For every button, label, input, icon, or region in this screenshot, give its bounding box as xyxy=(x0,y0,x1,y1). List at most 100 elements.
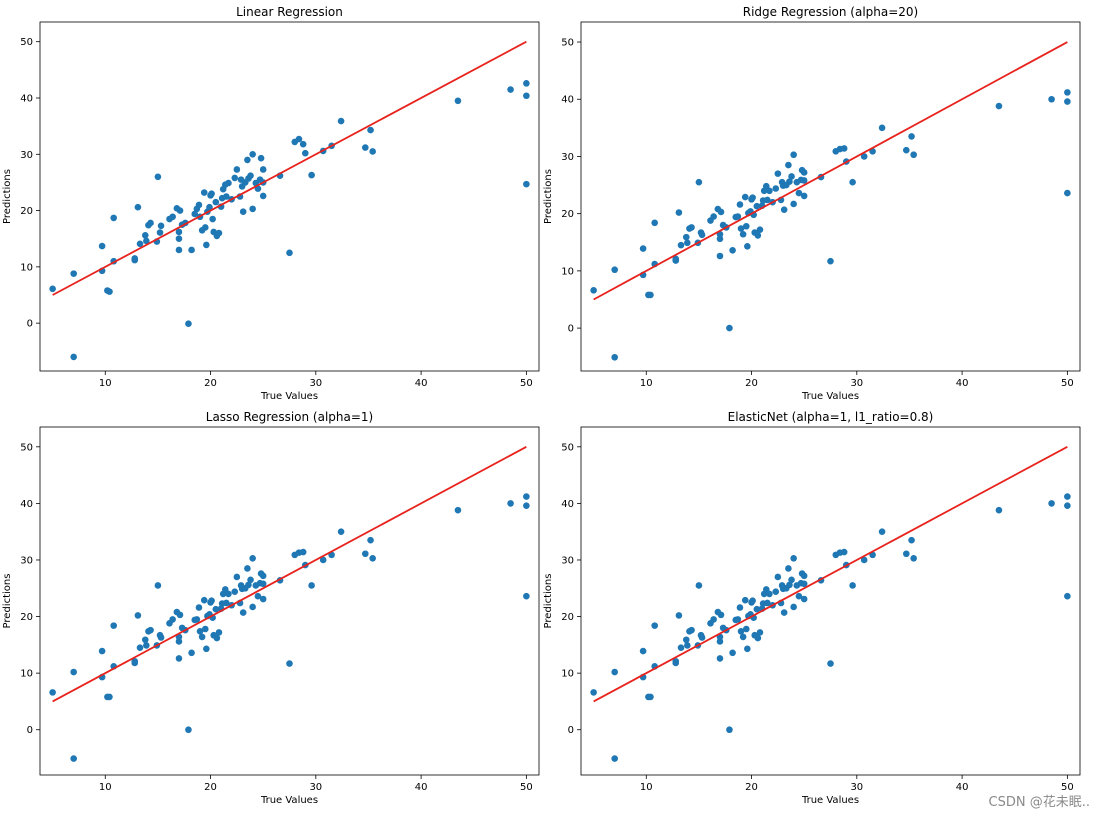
data-point xyxy=(772,185,780,192)
data-point xyxy=(523,592,530,600)
data-point xyxy=(1064,592,1071,600)
data-point xyxy=(259,595,267,603)
data-point xyxy=(788,576,795,584)
data-point xyxy=(225,179,232,187)
subplot-2: Ridge Regression (alpha=20) 10 20 30 40 50 0 10… xyxy=(543,5,1081,402)
data-point xyxy=(800,177,808,184)
data-point xyxy=(672,255,680,263)
data-point xyxy=(176,207,184,214)
x-tick-label: 40 xyxy=(956,378,969,389)
data-point xyxy=(212,198,220,206)
x-tick-label: 40 xyxy=(415,782,428,793)
x-axis-label: True Values xyxy=(801,391,859,402)
x-axis-label: True Values xyxy=(260,795,318,806)
data-point xyxy=(786,581,793,589)
data-point xyxy=(785,565,792,572)
y-tick-label: 20 xyxy=(561,209,574,220)
data-point xyxy=(147,219,154,227)
data-point xyxy=(200,189,208,196)
data-point xyxy=(70,353,77,361)
data-point xyxy=(299,140,307,148)
data-point xyxy=(98,647,106,655)
data-point xyxy=(800,595,808,603)
x-axis-label: True Values xyxy=(260,391,318,402)
data-point xyxy=(878,124,886,132)
data-point xyxy=(188,649,195,657)
y-tick-label: 50 xyxy=(20,37,33,48)
data-point xyxy=(734,213,742,220)
data-point xyxy=(910,151,917,159)
data-point xyxy=(754,634,762,642)
data-point xyxy=(737,225,745,232)
x-tick-label: 30 xyxy=(309,378,322,389)
data-point xyxy=(902,146,910,154)
data-point xyxy=(337,117,345,125)
data-point xyxy=(136,240,144,248)
data-point xyxy=(295,135,303,143)
data-point xyxy=(337,528,345,535)
y-axis-label: Predictions xyxy=(2,574,13,629)
data-point xyxy=(523,502,530,509)
data-point xyxy=(741,596,749,604)
data-point xyxy=(1048,500,1055,507)
x-tick-label: 30 xyxy=(309,782,322,793)
data-point xyxy=(49,285,56,293)
data-point xyxy=(201,625,209,633)
data-point xyxy=(800,192,808,200)
data-point xyxy=(154,173,162,181)
data-point xyxy=(185,320,192,328)
data-point xyxy=(249,554,256,562)
data-point xyxy=(611,668,618,676)
data-point xyxy=(156,229,164,236)
data-point xyxy=(134,203,142,211)
y-tick-label: 40 xyxy=(561,499,574,510)
data-point xyxy=(200,596,208,604)
data-point xyxy=(849,582,856,589)
data-point xyxy=(231,588,239,595)
data-point xyxy=(611,353,618,361)
data-point xyxy=(795,189,803,197)
data-point xyxy=(647,693,654,701)
subplot-3: Lasso Regression (alpha=1) 10 20 30 40 50 0 10 2… xyxy=(2,410,540,806)
data-point xyxy=(106,693,113,701)
data-point xyxy=(995,102,1003,110)
y-tick-label: 0 xyxy=(27,725,33,736)
x-tick-label: 50 xyxy=(1061,378,1074,389)
data-point xyxy=(736,604,744,611)
plot-title: Linear Regression xyxy=(236,5,343,19)
data-point xyxy=(716,235,724,243)
x-tick-label: 20 xyxy=(745,378,758,389)
data-point xyxy=(717,611,725,619)
data-point xyxy=(695,582,703,589)
data-point xyxy=(523,80,530,87)
data-point xyxy=(677,241,685,249)
data-point xyxy=(143,237,150,245)
data-point xyxy=(209,215,216,223)
data-point xyxy=(157,634,165,641)
data-point xyxy=(257,154,265,162)
y-axis-label: Predictions xyxy=(543,169,554,224)
data-point xyxy=(611,755,618,762)
data-point xyxy=(1064,189,1071,197)
data-point xyxy=(141,232,149,239)
y-tick-label: 10 xyxy=(20,262,33,273)
data-point xyxy=(729,246,736,254)
data-point xyxy=(766,590,773,598)
y-tick-label: 0 xyxy=(568,725,574,736)
data-point xyxy=(134,612,142,619)
data-point xyxy=(175,638,183,645)
data-point xyxy=(790,554,797,562)
data-point xyxy=(651,622,658,629)
data-point xyxy=(249,205,256,213)
data-point xyxy=(319,556,327,564)
data-point xyxy=(737,627,745,635)
data-point xyxy=(523,92,530,100)
data-point xyxy=(106,288,113,295)
data-point xyxy=(367,126,374,134)
data-point xyxy=(840,548,848,556)
data-point xyxy=(753,605,761,613)
y-tick-label: 40 xyxy=(561,95,574,106)
data-point xyxy=(233,573,241,581)
data-point xyxy=(764,196,771,204)
data-point xyxy=(523,180,530,188)
